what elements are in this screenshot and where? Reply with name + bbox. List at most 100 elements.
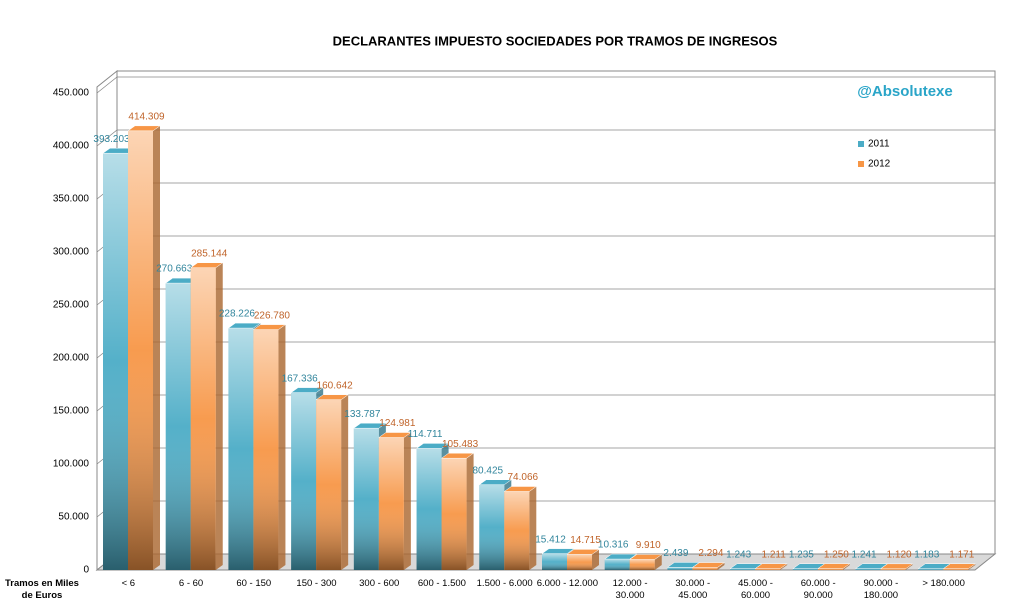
bar-side bbox=[466, 453, 474, 570]
bar-side bbox=[403, 432, 411, 570]
x-tick-label: 1.500 - 6.000 bbox=[476, 578, 533, 589]
bar bbox=[691, 562, 726, 570]
bar-top bbox=[440, 452, 475, 459]
bar-side bbox=[592, 549, 599, 570]
y-tick-label: 150.000 bbox=[53, 406, 90, 417]
bar-top bbox=[541, 548, 575, 554]
grid-line bbox=[96, 288, 995, 306]
bar-top bbox=[942, 563, 977, 570]
bar-side bbox=[278, 324, 286, 570]
bar-shade bbox=[880, 568, 906, 570]
bar-side bbox=[780, 563, 788, 570]
bar-top bbox=[817, 563, 851, 569]
bar-side bbox=[341, 394, 349, 570]
chart-title: DECLARANTES IMPUESTO SOCIEDADES POR TRAM… bbox=[333, 33, 778, 48]
bar-top bbox=[603, 553, 638, 560]
bar bbox=[378, 432, 412, 570]
x-tick-label: 12.000 - 30.000 bbox=[612, 578, 648, 601]
bar-top bbox=[127, 125, 161, 132]
bar bbox=[315, 394, 349, 570]
value-label: 1.235 bbox=[789, 549, 814, 560]
bar-shade bbox=[441, 458, 467, 570]
bar-side bbox=[842, 563, 850, 570]
bar-shade bbox=[629, 559, 655, 570]
bar-top bbox=[754, 563, 788, 569]
legend-label: 2012 bbox=[868, 159, 891, 170]
value-label: 228.226 bbox=[219, 309, 256, 320]
bar bbox=[566, 549, 600, 570]
y-tick-label: 400.000 bbox=[53, 141, 90, 152]
bar-side bbox=[968, 563, 976, 570]
bar-side bbox=[278, 324, 286, 570]
x-tick-label: < 6 bbox=[121, 578, 136, 589]
value-label: 2.294 bbox=[698, 548, 723, 559]
y-tick-label: 300.000 bbox=[53, 247, 90, 258]
y-tick-label: 100.000 bbox=[53, 459, 90, 470]
bar-shade bbox=[165, 283, 191, 570]
bar-shade bbox=[730, 568, 756, 570]
bar-side bbox=[341, 394, 349, 570]
x-tick-label: 150 - 300 bbox=[296, 578, 337, 589]
x-tick-label: 90.000 - 180.000 bbox=[863, 578, 899, 601]
bar-side bbox=[968, 563, 976, 570]
bar-shade bbox=[567, 554, 592, 570]
bar-shade bbox=[190, 267, 216, 570]
bar bbox=[252, 324, 287, 570]
bar-side bbox=[842, 563, 850, 570]
bar-shade bbox=[103, 153, 128, 570]
bar-side bbox=[215, 262, 223, 570]
bar-top bbox=[315, 394, 349, 400]
y-tick-label: 250.000 bbox=[53, 300, 90, 311]
bar bbox=[754, 563, 788, 570]
value-label: 124.981 bbox=[379, 418, 416, 429]
value-label: 167.336 bbox=[282, 373, 319, 384]
bar bbox=[817, 563, 851, 570]
value-label: 1.171 bbox=[949, 549, 974, 560]
x-tick-label: 6 - 60 bbox=[178, 578, 204, 589]
bar-shade bbox=[542, 553, 567, 570]
x-tick-label: 600 - 1.500 bbox=[417, 578, 466, 589]
bar-shade bbox=[604, 559, 630, 570]
value-label: 1.120 bbox=[887, 549, 912, 560]
bar-shade bbox=[918, 568, 944, 570]
bar-side bbox=[592, 549, 599, 570]
bar-side bbox=[215, 262, 223, 570]
y-tick-label: 50.000 bbox=[58, 512, 89, 523]
grid-line bbox=[96, 182, 995, 200]
value-label: 1.243 bbox=[726, 549, 751, 560]
bar-shade bbox=[291, 392, 317, 570]
bar-side bbox=[717, 562, 725, 570]
bar bbox=[440, 452, 475, 570]
value-label: 270.663 bbox=[156, 264, 193, 275]
bar-shade bbox=[817, 568, 843, 570]
value-label: 10.316 bbox=[598, 540, 629, 551]
bar bbox=[879, 563, 914, 570]
value-label: 285.144 bbox=[191, 248, 228, 259]
bar-top bbox=[252, 324, 287, 330]
x-tick-label: 30.000 - 45.000 bbox=[675, 578, 711, 601]
legend-label: 2011 bbox=[868, 139, 890, 150]
bar-side bbox=[466, 453, 474, 570]
y-tick-label: 350.000 bbox=[53, 194, 90, 205]
value-label: 105.483 bbox=[442, 439, 479, 450]
bar-top bbox=[478, 479, 513, 485]
bar-shade bbox=[479, 484, 505, 570]
bar-side bbox=[717, 562, 725, 570]
bar-shade bbox=[353, 428, 379, 570]
x-tick-label: > 180.000 bbox=[922, 578, 965, 589]
grid-line bbox=[96, 235, 995, 253]
x-tick-label: 60.000 - 90.000 bbox=[800, 578, 836, 601]
bar-top bbox=[566, 549, 600, 555]
bar-top bbox=[353, 422, 387, 429]
x-tick-label: 60 - 150 bbox=[236, 578, 272, 589]
bar-shade bbox=[316, 399, 342, 570]
value-label: 1.241 bbox=[852, 549, 877, 560]
bar-top bbox=[290, 387, 324, 393]
value-label: 1.211 bbox=[761, 549, 786, 560]
bar-top bbox=[415, 443, 450, 449]
x-tick-label: 6.000 - 12.000 bbox=[536, 578, 598, 589]
value-label: 160.642 bbox=[317, 380, 354, 391]
bar bbox=[942, 563, 977, 570]
